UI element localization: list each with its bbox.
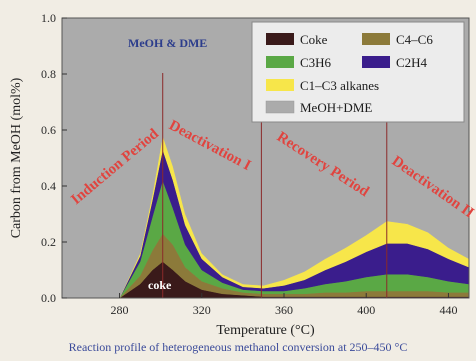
axes: 280 320 360 400 440 0.0 0.2 0.4 0.6 0.8 1.0 Tempera… xyxy=(9,11,457,338)
legend-label-c4-c6: C4–C6 xyxy=(396,32,433,47)
legend: Coke C4–C6 C3H6 C2H4 C1–C3 alkanes MeOH+… xyxy=(251,21,465,123)
plot-frame xyxy=(61,17,470,299)
legend-swatch-meoh-dme xyxy=(265,100,295,114)
legend-label-c1-c3-alkanes: C1–C3 alkanes xyxy=(300,78,379,93)
y-tick-label: 0.4 xyxy=(41,179,56,193)
y-tick-label: 1.0 xyxy=(41,11,56,25)
legend-swatch-c2h4 xyxy=(362,56,390,68)
legend-swatch-c1-c3-alkanes xyxy=(266,79,294,91)
meoh-dme-label: MeOH & DME xyxy=(128,36,207,50)
x-axis-title: Temperature (°C) xyxy=(216,323,315,338)
y-tick-label: 0.0 xyxy=(41,291,56,305)
legend-label-coke: Coke xyxy=(300,32,328,47)
x-tick-label: 320 xyxy=(193,303,211,317)
legend-label-c3h6: C3H6 xyxy=(300,55,332,70)
x-tick-label: 360 xyxy=(275,303,293,317)
x-tick-label: 400 xyxy=(357,303,375,317)
y-tick-label: 0.8 xyxy=(41,67,56,81)
y-axis-title: Carbon from MeOH (mol%) xyxy=(9,77,24,238)
figure-caption: Reaction profile of heterogeneous methan… xyxy=(68,340,408,354)
x-tick-label: 280 xyxy=(111,303,129,317)
x-tick-label: 440 xyxy=(439,303,457,317)
legend-label-c2h4: C2H4 xyxy=(396,55,428,70)
coke-label: coke xyxy=(148,278,172,292)
y-tick-label: 0.6 xyxy=(41,123,56,137)
y-tick-label: 0.2 xyxy=(41,235,56,249)
legend-swatch-coke xyxy=(266,33,294,45)
legend-swatch-c3h6 xyxy=(266,56,294,68)
legend-swatch-c4-c6 xyxy=(362,33,390,45)
legend-label-meoh-dme: MeOH+DME xyxy=(300,100,372,115)
